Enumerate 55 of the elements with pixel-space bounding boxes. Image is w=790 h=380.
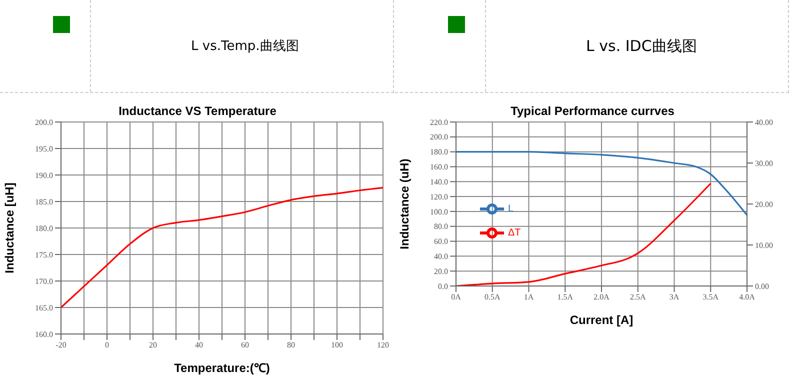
- y-tick-label: 175.0: [35, 250, 53, 260]
- chart-title: Typical Performance currves: [510, 104, 676, 118]
- y-tick-label: 80.0: [434, 222, 448, 232]
- y-tick-label: 220.0: [430, 118, 448, 127]
- y2-tick-label: 10.00: [755, 240, 773, 250]
- y-tick-label: 190.0: [35, 170, 53, 180]
- y-tick-label: 185.0: [35, 197, 53, 206]
- y-tick-label: 165.0: [35, 303, 53, 312]
- x-tick-label: 2.5A: [630, 292, 646, 302]
- x-tick-label: 2.0A: [594, 292, 610, 302]
- x-tick-label: 60: [241, 340, 249, 350]
- y-tick-label: 120.0: [430, 192, 448, 202]
- y-tick-label: 140.0: [430, 177, 448, 186]
- x-tick-label: 80: [287, 340, 295, 350]
- y-tick-label: 40.0: [434, 252, 448, 262]
- y2-tick-label: 20.00: [755, 200, 773, 209]
- y-tick-label: 60.0: [434, 237, 448, 246]
- y-tick-label: 180.0: [35, 224, 53, 233]
- line-series: [456, 182, 712, 286]
- y-axis-title: Inductance (uH): [397, 158, 412, 250]
- y-tick-label: 20.0: [434, 266, 448, 276]
- y-tick-label: 200.0: [430, 132, 448, 142]
- legend-label: ΔT: [508, 228, 521, 239]
- y2-tick-label: 30.00: [755, 158, 773, 168]
- chart-title: Inductance VS Temperature: [118, 104, 278, 118]
- x-tick-label: 120: [377, 340, 389, 350]
- x-tick-label: -20: [56, 340, 66, 350]
- x-tick-label: 0.5A: [484, 292, 500, 302]
- x-tick-label: 3.5A: [702, 292, 719, 302]
- y2-tick-label: 0.00: [755, 282, 769, 291]
- x-tick-label: 1A: [524, 292, 534, 302]
- y-tick-label: 170.0: [35, 276, 53, 286]
- x-tick-label: 100: [331, 340, 343, 350]
- line-series: [456, 151, 747, 216]
- x-tick-label: 40: [195, 340, 203, 350]
- y-tick-label: 180.0: [430, 148, 448, 157]
- x-axis-title: Temperature:(℃): [174, 361, 270, 375]
- text: L vs. IDC曲线图: [586, 36, 697, 54]
- x-tick-label: 20: [149, 340, 157, 350]
- y-tick-label: 195.0: [35, 144, 53, 154]
- x-tick-label: 3A: [669, 292, 680, 302]
- x-tick-label: 0: [105, 340, 109, 350]
- x-tick-label: 1.5A: [557, 292, 574, 302]
- y-tick-label: 200.0: [35, 118, 53, 127]
- text: L vs.Temp.曲线图: [191, 39, 299, 54]
- y-axis-title: Inductance [uH]: [2, 182, 16, 274]
- x-tick-label: 0A: [451, 292, 462, 302]
- y-tick-label: 160.0: [35, 330, 53, 339]
- y2-tick-label: 40.00: [755, 118, 773, 127]
- y-tick-label: 160.0: [430, 162, 448, 172]
- x-tick-label: 4.0A: [739, 292, 756, 302]
- x-axis-title: Current [A]: [570, 313, 634, 327]
- y-tick-label: 100.0: [430, 207, 448, 216]
- y-tick-label: 0.0: [438, 282, 448, 291]
- line-series: [61, 186, 383, 308]
